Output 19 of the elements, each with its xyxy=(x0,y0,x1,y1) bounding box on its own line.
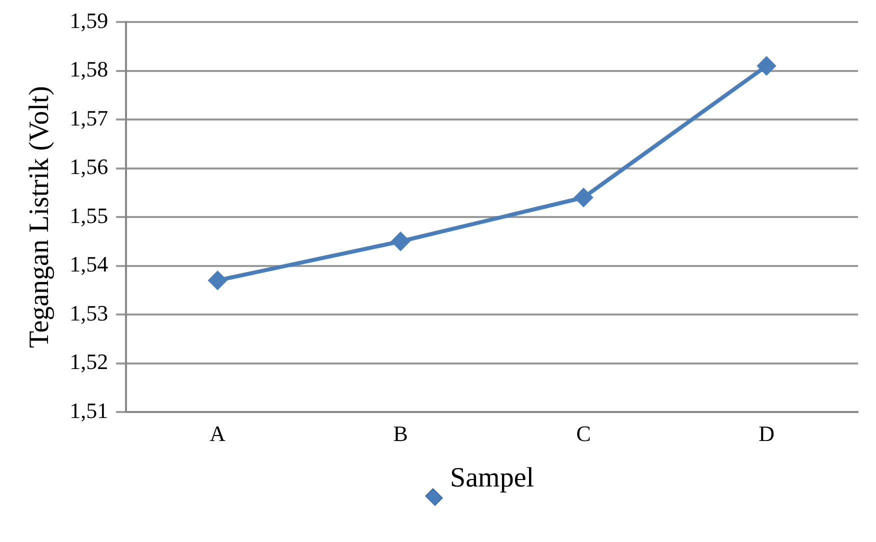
y-tick-label: 1,52 xyxy=(70,349,108,374)
y-tick-label: 1,58 xyxy=(70,56,108,82)
y-tick-label: 1,54 xyxy=(70,252,108,277)
x-tick-label: D xyxy=(758,420,774,446)
y-tick-label: 1,53 xyxy=(70,300,108,326)
point xyxy=(758,56,776,75)
point xyxy=(392,232,410,250)
y-tick-label: 1,55 xyxy=(70,202,108,228)
y-axis-title: Tegangan Listrik (Volt) xyxy=(24,86,56,348)
point xyxy=(574,188,593,206)
y-tick-label: 1,57 xyxy=(70,105,108,130)
y-tick-label: 1,56 xyxy=(70,154,108,180)
y-tick-label: 1,51 xyxy=(70,398,108,423)
x-axis-title: Sampel xyxy=(450,462,534,494)
x-tick-label: B xyxy=(393,420,408,446)
x-tick-label: C xyxy=(576,420,591,446)
y-tick-label: 1,59 xyxy=(70,8,108,33)
point xyxy=(208,271,227,290)
x-tick-label: A xyxy=(210,420,226,446)
